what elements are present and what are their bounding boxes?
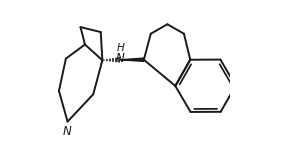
Text: N: N <box>116 52 125 65</box>
Polygon shape <box>125 58 144 61</box>
Text: N: N <box>63 125 72 138</box>
Text: H: H <box>117 43 124 53</box>
